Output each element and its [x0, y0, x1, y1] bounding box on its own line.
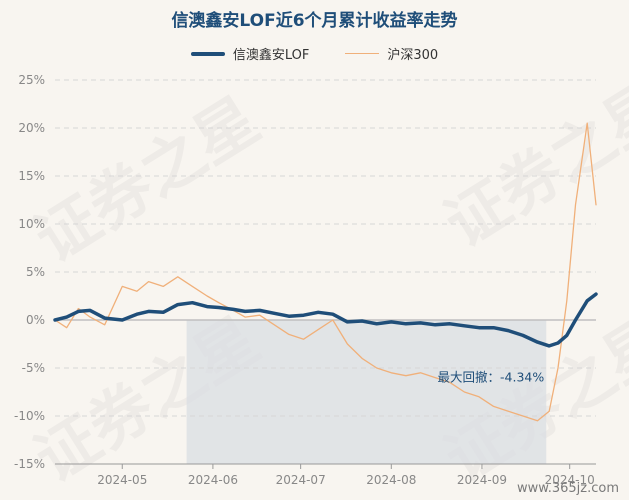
- x-tick-label: 2024-06: [188, 473, 238, 487]
- x-tick-label: 2024-08: [366, 473, 416, 487]
- x-tick-label: 2024-07: [276, 473, 326, 487]
- legend-label-fund: 信澳鑫安LOF: [232, 48, 310, 63]
- x-tick-label: 2024-10: [545, 473, 595, 487]
- y-tick-label: 25%: [18, 73, 45, 87]
- legend-label-benchmark: 沪深300: [387, 48, 439, 63]
- site-watermark: www.365jz.com: [517, 481, 619, 496]
- chart-title: 信澳鑫安LOF近6个月累计收益率走势: [171, 11, 458, 31]
- y-tick-label: 5%: [26, 265, 45, 279]
- y-tick-label: -10%: [14, 409, 45, 423]
- series-line-fund: [53, 292, 598, 348]
- x-tick-label: 2024-09: [457, 473, 507, 487]
- series-line-benchmark: [54, 122, 597, 422]
- y-tick-label: 0%: [26, 313, 45, 327]
- y-tick-label: -5%: [22, 361, 45, 375]
- drawdown-label: 最大回撤：-4.34%: [438, 369, 545, 384]
- legend-item-fund[interactable]: 信澳鑫安LOF: [190, 44, 310, 63]
- y-tick-label: 10%: [18, 217, 45, 231]
- legend: 信澳鑫安LOF 沪深300: [0, 44, 629, 63]
- legend-item-benchmark[interactable]: 沪深300: [345, 44, 438, 63]
- legend-swatch-benchmark: [345, 52, 380, 55]
- drawdown-region: [186, 320, 547, 464]
- y-tick-label: -15%: [14, 457, 45, 471]
- y-tick-label: 15%: [18, 169, 45, 183]
- y-tick-label: 20%: [18, 121, 45, 135]
- legend-swatch-fund: [190, 51, 225, 56]
- x-tick-label: 2024-05: [97, 473, 147, 487]
